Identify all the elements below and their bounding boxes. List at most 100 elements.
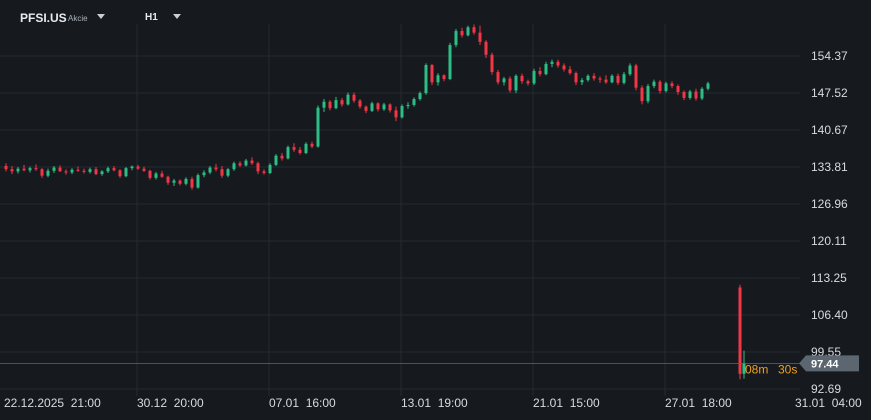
candle-body [256, 163, 260, 172]
candle-body [250, 160, 254, 164]
candle-body [88, 169, 92, 172]
candle-body [370, 103, 374, 111]
price-tick-label: 106.40 [811, 308, 848, 322]
candle-body [316, 107, 320, 147]
price-tick-label: 154.37 [811, 49, 848, 63]
candle-body [124, 168, 128, 177]
candle-body [388, 104, 392, 111]
candle-body [544, 63, 548, 75]
current-price-tag-bg [799, 355, 859, 372]
candle-body [184, 178, 188, 184]
candle-body [334, 100, 338, 109]
candle-body [694, 91, 698, 99]
candle-body [208, 167, 212, 173]
candle-body [4, 165, 8, 170]
candle-body [460, 31, 464, 36]
candle-body [34, 168, 38, 170]
candle-body [628, 65, 632, 75]
candle-body [586, 75, 590, 81]
candle-body [202, 172, 206, 176]
timeframe-dropdown-chevron-down-icon[interactable] [173, 14, 181, 19]
candle-body [520, 75, 524, 82]
candles [4, 24, 746, 380]
candle-body [130, 166, 134, 169]
price-axis: 154.37 147.52 140.67 133.81 126.96 120.11 113.… [811, 49, 848, 396]
candle-body [196, 175, 200, 188]
candle-body [616, 75, 620, 83]
candle-body [532, 70, 536, 84]
candle-body [646, 86, 650, 102]
time-tick-label: 27.01 18:00 [665, 396, 732, 410]
candle-body [406, 104, 410, 107]
candle-body [40, 169, 44, 176]
candle-body [688, 91, 692, 98]
price-tick-label: 133.81 [811, 160, 848, 174]
candle-body [466, 27, 470, 36]
candle-body [412, 99, 416, 105]
candle-body [478, 32, 482, 42]
time-tick-label: 07.01 16:00 [269, 396, 336, 410]
candle-body [190, 178, 194, 188]
candle-body [286, 147, 290, 159]
candle-body [640, 87, 644, 102]
candle-body [538, 70, 542, 75]
candle-body [160, 173, 164, 177]
price-tick-label: 92.69 [811, 382, 841, 396]
candle-body [244, 160, 248, 166]
candle-body [346, 94, 350, 105]
candle-body [652, 81, 656, 87]
candle-body [118, 170, 122, 177]
candle-body [580, 80, 584, 83]
candle-body [400, 106, 404, 118]
candle-body [526, 81, 530, 84]
current-price-tag: 97.44 [799, 355, 859, 372]
candle-body [658, 81, 662, 91]
candle-body [490, 54, 494, 73]
candle-body [670, 83, 674, 87]
candle-body [322, 101, 326, 108]
price-tick-label: 147.52 [811, 86, 848, 100]
symbol-label[interactable]: PFSI.US [20, 11, 67, 25]
candle-body [598, 78, 602, 80]
candle-body [58, 167, 62, 172]
candle-body [328, 101, 332, 109]
candle-body [604, 79, 608, 83]
candle-body [568, 69, 572, 74]
candle-body [436, 75, 440, 83]
candle-body [268, 164, 272, 173]
candle-body [574, 73, 578, 83]
candle-body [304, 143, 308, 154]
candle-body [676, 86, 680, 93]
symbol-dropdown-chevron-down-icon[interactable] [97, 14, 105, 19]
candle-body [706, 83, 710, 89]
candle-body [226, 169, 230, 176]
price-tick-label: 120.11 [811, 234, 847, 248]
candle-body [106, 168, 110, 172]
candle-body [484, 41, 488, 55]
candle-body [424, 65, 428, 94]
candle-body [298, 149, 302, 154]
candle-body [46, 170, 50, 176]
candle-body [178, 180, 182, 184]
candle-body [508, 78, 512, 91]
candle-body [10, 169, 14, 172]
candle-body [376, 103, 380, 110]
candle-body [358, 100, 362, 107]
price-tick-label: 126.96 [811, 197, 848, 211]
candle-body [682, 92, 686, 98]
candle-body [364, 106, 368, 111]
candle-body [172, 180, 176, 183]
candle-body [634, 65, 638, 88]
candle-body [64, 171, 68, 173]
candle-body [448, 45, 452, 80]
candle-body [418, 93, 422, 100]
candle-body [220, 169, 224, 176]
candle-body [142, 168, 146, 171]
candle-body [148, 170, 152, 178]
candle-body [292, 147, 296, 150]
price-tick-label: 140.67 [811, 123, 848, 137]
candle-body [496, 72, 500, 83]
candle-body [742, 363, 746, 374]
timeframe-selector[interactable]: H1 [145, 12, 158, 23]
